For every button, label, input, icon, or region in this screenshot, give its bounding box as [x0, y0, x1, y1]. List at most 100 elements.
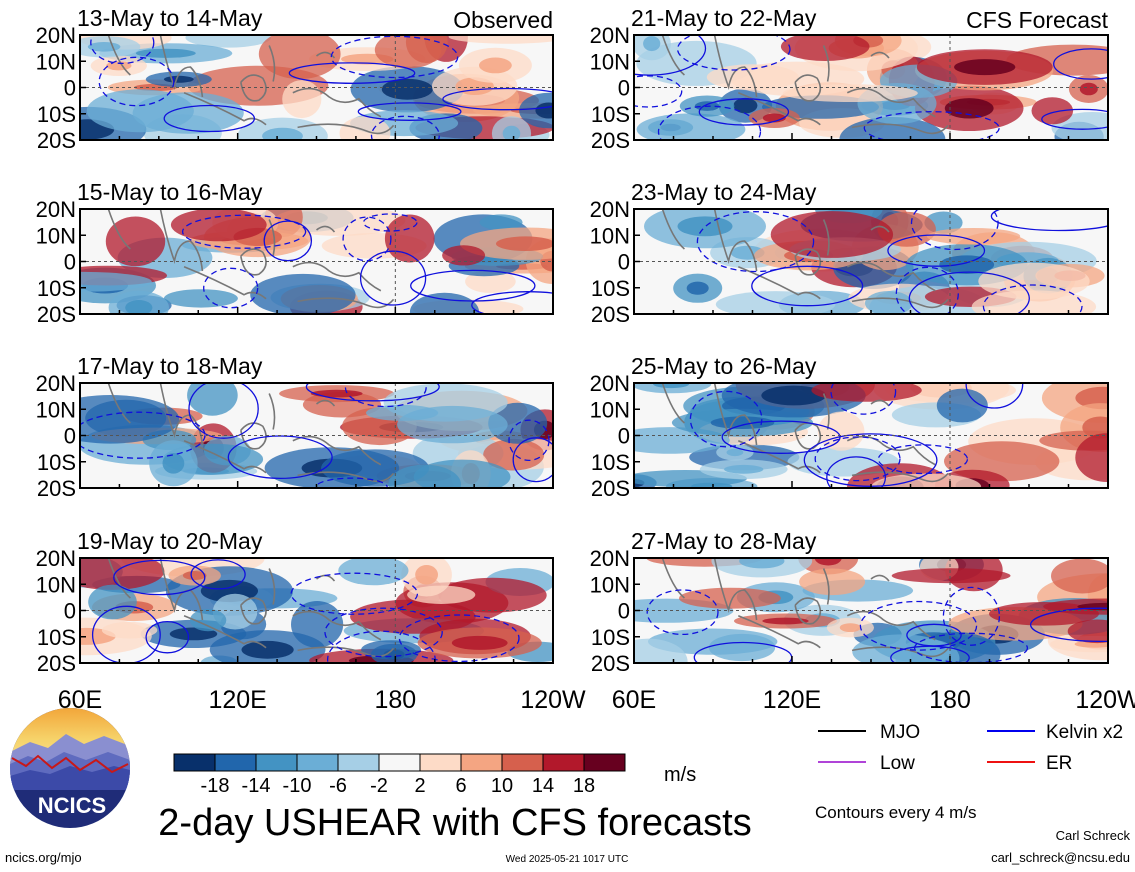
- x-tick-label: 180: [374, 686, 416, 714]
- y-tick-label: 20N: [36, 197, 76, 222]
- footer-site: ncics.org/mjo: [5, 850, 82, 865]
- contour: [263, 220, 313, 262]
- y-tick-label: 20N: [36, 546, 76, 571]
- y-tick-label: 10N: [590, 49, 630, 74]
- y-tick-label: 10N: [590, 223, 630, 248]
- y-tick-label: 10N: [36, 223, 76, 248]
- contour: [676, 35, 791, 71]
- contour: [1041, 108, 1108, 130]
- panel-date-label: 25-May to 26-May: [631, 353, 817, 379]
- y-tick-label: 20N: [590, 197, 630, 222]
- y-tick-label: 20N: [36, 371, 76, 396]
- contour: [698, 98, 790, 126]
- main-title: 2-day USHEAR with CFS forecasts: [158, 802, 751, 844]
- contour: [1029, 607, 1108, 643]
- contour: [357, 102, 462, 121]
- colorbar-swatch: [419, 753, 462, 772]
- contour: [657, 105, 762, 140]
- panel-date-label: 27-May to 28-May: [631, 528, 817, 554]
- colorbar-swatch: [337, 753, 380, 772]
- y-tick-label: 20N: [590, 546, 630, 571]
- contour: [471, 291, 553, 314]
- colorbar-tick-label: -6: [329, 775, 347, 797]
- contour: [696, 211, 815, 273]
- contour: [163, 104, 256, 133]
- y-tick-label: 20S: [591, 128, 630, 153]
- contour: [181, 214, 307, 249]
- panel-date-label: 21-May to 22-May: [631, 5, 817, 31]
- y-tick-label: 20S: [37, 302, 76, 327]
- colorbar-swatch: [460, 753, 503, 772]
- legend-kelvin-label: Kelvin x2: [1046, 722, 1123, 743]
- contour: [814, 436, 901, 482]
- contour: [512, 437, 553, 483]
- contour: [721, 420, 841, 454]
- coastline: [107, 209, 395, 309]
- contour: [359, 250, 427, 306]
- contour: [330, 35, 459, 79]
- ncics-logo: NCICS: [10, 708, 130, 828]
- contour: [145, 620, 190, 654]
- colorbar-tick-label: 10: [491, 775, 513, 797]
- colorbar-swatch: [255, 753, 298, 772]
- y-tick-label: 20S: [37, 651, 76, 676]
- panel-date-label: 19-May to 20-May: [77, 528, 263, 554]
- y-tick-label: 0: [618, 424, 630, 449]
- contour: [442, 87, 553, 111]
- contour: [906, 623, 962, 647]
- y-tick-label: 20S: [591, 476, 630, 501]
- y-tick-label: 20N: [36, 23, 76, 48]
- panel-date-label: 17-May to 18-May: [77, 353, 263, 379]
- colorbar-swatch: [296, 753, 339, 772]
- colorbar: -18 -14 -10 -6 -2 2 6 10 14 18: [173, 753, 626, 797]
- panel-date-label: 15-May to 16-May: [77, 179, 263, 205]
- legend: MJO Kelvin x2 Low ER Contours every 4 m/…: [815, 722, 1123, 822]
- footer-author: Carl Schreck: [1056, 828, 1131, 843]
- contour: [305, 383, 440, 402]
- contour: [942, 586, 1001, 646]
- contour: [990, 209, 1108, 232]
- y-tick-label: 20S: [37, 128, 76, 153]
- legend-mjo-label: MJO: [880, 722, 920, 743]
- y-tick-label: 20N: [590, 371, 630, 396]
- y-tick-label: 10S: [591, 450, 630, 475]
- y-tick-label: 10S: [591, 625, 630, 650]
- contour: [370, 115, 440, 140]
- y-tick-label: 0: [64, 599, 76, 624]
- contour: [826, 456, 887, 488]
- contour: [188, 383, 259, 439]
- y-tick-label: 0: [64, 250, 76, 275]
- contour: [689, 390, 763, 448]
- y-tick-label: 10N: [590, 572, 630, 597]
- shear-field: [80, 383, 553, 488]
- contour: [342, 216, 392, 262]
- shear-field: [634, 209, 1108, 314]
- y-tick-label: 10S: [37, 276, 76, 301]
- colorbar-tick-label: -18: [201, 775, 230, 797]
- contour: [398, 614, 520, 663]
- y-tick-label: 0: [618, 599, 630, 624]
- y-tick-label: 10S: [37, 450, 76, 475]
- panel-date-label: 13-May to 14-May: [77, 5, 263, 31]
- footer-timestamp: Wed 2025-05-21 1017 UTC: [506, 854, 629, 865]
- colorbar-swatch: [542, 753, 585, 772]
- colorbar-swatch: [173, 753, 216, 772]
- x-tick-label: 120E: [763, 686, 821, 714]
- coastline: [661, 383, 949, 483]
- contour: [982, 284, 1083, 314]
- colorbar-swatch: [501, 753, 544, 772]
- contour: [90, 35, 155, 65]
- contour: [410, 269, 536, 302]
- contour: [203, 267, 259, 309]
- colorbar-swatch: [583, 753, 626, 772]
- contour: [1053, 48, 1108, 80]
- x-axis-labels: 60E 120E 180 120W 60E 120E 180 120W: [58, 686, 1135, 714]
- colorbar-swatch: [214, 753, 257, 772]
